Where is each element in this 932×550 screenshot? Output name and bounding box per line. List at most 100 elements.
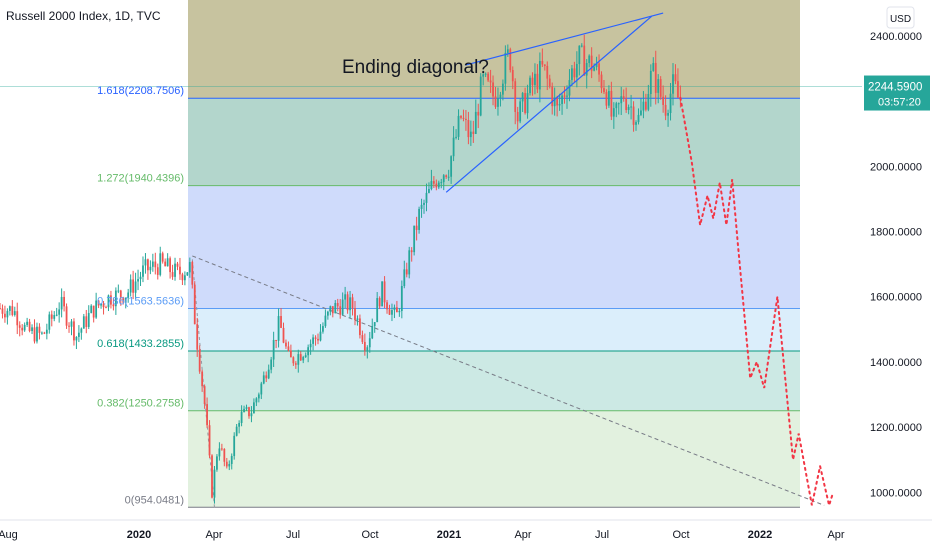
candle-body xyxy=(566,95,568,97)
candle-body xyxy=(228,463,231,467)
candle-body xyxy=(393,307,396,311)
time-axis-bg xyxy=(0,520,932,550)
candle-body xyxy=(179,266,181,275)
candle-body xyxy=(477,111,480,116)
candle-body xyxy=(376,298,379,323)
candle-body xyxy=(50,314,53,319)
fib-zone-band xyxy=(188,308,800,352)
candle-body xyxy=(1,308,4,314)
candle-body xyxy=(620,96,623,104)
candle-body xyxy=(398,310,401,313)
candle-body xyxy=(672,74,674,94)
candle-body xyxy=(373,322,376,327)
candle-body xyxy=(647,94,650,110)
candle-body xyxy=(383,281,386,303)
candle-body xyxy=(203,386,206,405)
candle-body xyxy=(70,321,73,327)
candle-body xyxy=(114,290,117,307)
candle-body xyxy=(164,261,167,267)
candle-body xyxy=(667,113,669,116)
candle-body xyxy=(482,74,485,77)
candle-body xyxy=(418,208,420,230)
candle-body xyxy=(341,299,344,315)
candle-body xyxy=(644,101,647,110)
candle-body xyxy=(220,448,223,450)
candle-body xyxy=(77,332,80,337)
candle-body xyxy=(590,55,593,71)
candle-body xyxy=(11,306,14,315)
candle-body xyxy=(289,350,292,358)
candle-body xyxy=(240,411,243,423)
candle-body xyxy=(543,64,546,66)
candle-body xyxy=(299,354,302,361)
candle-body xyxy=(285,342,287,347)
candle-body xyxy=(400,286,403,311)
candle-body xyxy=(472,131,475,134)
candle-body xyxy=(334,302,337,314)
candle-body xyxy=(33,327,36,342)
candle-body xyxy=(583,45,586,76)
candle-body xyxy=(627,107,630,111)
candle-body xyxy=(95,300,98,318)
candle-body xyxy=(442,175,445,183)
candle-body xyxy=(82,316,85,329)
candle-body xyxy=(225,461,228,467)
candle-body xyxy=(497,98,499,107)
price-tick: 1600.0000 xyxy=(870,292,922,304)
candle-body xyxy=(169,258,171,273)
candle-body xyxy=(65,306,68,326)
candle-body xyxy=(186,272,189,276)
candle-body xyxy=(60,296,63,310)
candle-body xyxy=(216,456,218,470)
candle-body xyxy=(312,337,314,344)
candle-body xyxy=(573,68,576,78)
time-tick: 2020 xyxy=(127,529,151,541)
candle-body xyxy=(48,314,51,330)
time-tick: Apr xyxy=(514,529,531,541)
price-tick: 1200.0000 xyxy=(870,422,922,434)
candle-body xyxy=(161,253,164,262)
candle-body xyxy=(97,300,100,306)
candle-body xyxy=(511,70,514,82)
candle-body xyxy=(248,407,250,417)
candle-body xyxy=(534,73,536,86)
fib-level-label: 1.272(1940.4396) xyxy=(97,173,184,185)
candle-body xyxy=(659,79,662,97)
candle-body xyxy=(90,305,93,314)
candle-body xyxy=(63,296,65,307)
price-tick: 1000.0000 xyxy=(870,487,922,499)
candle-body xyxy=(324,315,327,327)
price-tick: 1400.0000 xyxy=(870,357,922,369)
candle-body xyxy=(213,469,216,498)
candle-body xyxy=(8,306,11,311)
candle-body xyxy=(366,347,369,351)
candle-body xyxy=(585,63,588,76)
candle-body xyxy=(568,80,571,96)
currency-label: USD xyxy=(890,14,911,25)
candle-body xyxy=(516,111,519,122)
time-tick: 2021 xyxy=(437,529,461,541)
candle-body xyxy=(541,60,544,65)
candle-body xyxy=(509,49,512,71)
candle-body xyxy=(662,96,665,105)
candle-body xyxy=(124,297,127,303)
ending-diagonal-label: Ending diagonal? xyxy=(342,57,489,78)
symbol-title: Russell 2000 Index, 1D, TVC xyxy=(6,9,161,23)
candle-body xyxy=(297,354,300,365)
candle-body xyxy=(354,308,356,320)
ending-diagonal-line xyxy=(464,12,664,66)
time-tick: Aug xyxy=(0,529,18,541)
candle-body xyxy=(6,310,9,318)
candle-body xyxy=(410,250,413,253)
candle-body xyxy=(664,104,667,116)
candle-body xyxy=(265,375,268,379)
candle-body xyxy=(245,407,248,409)
candle-body xyxy=(563,95,566,97)
candle-body xyxy=(326,311,329,316)
candle-body xyxy=(53,315,56,319)
currency-button[interactable] xyxy=(886,6,915,29)
candle-body xyxy=(432,181,435,184)
candle-body xyxy=(489,80,492,83)
